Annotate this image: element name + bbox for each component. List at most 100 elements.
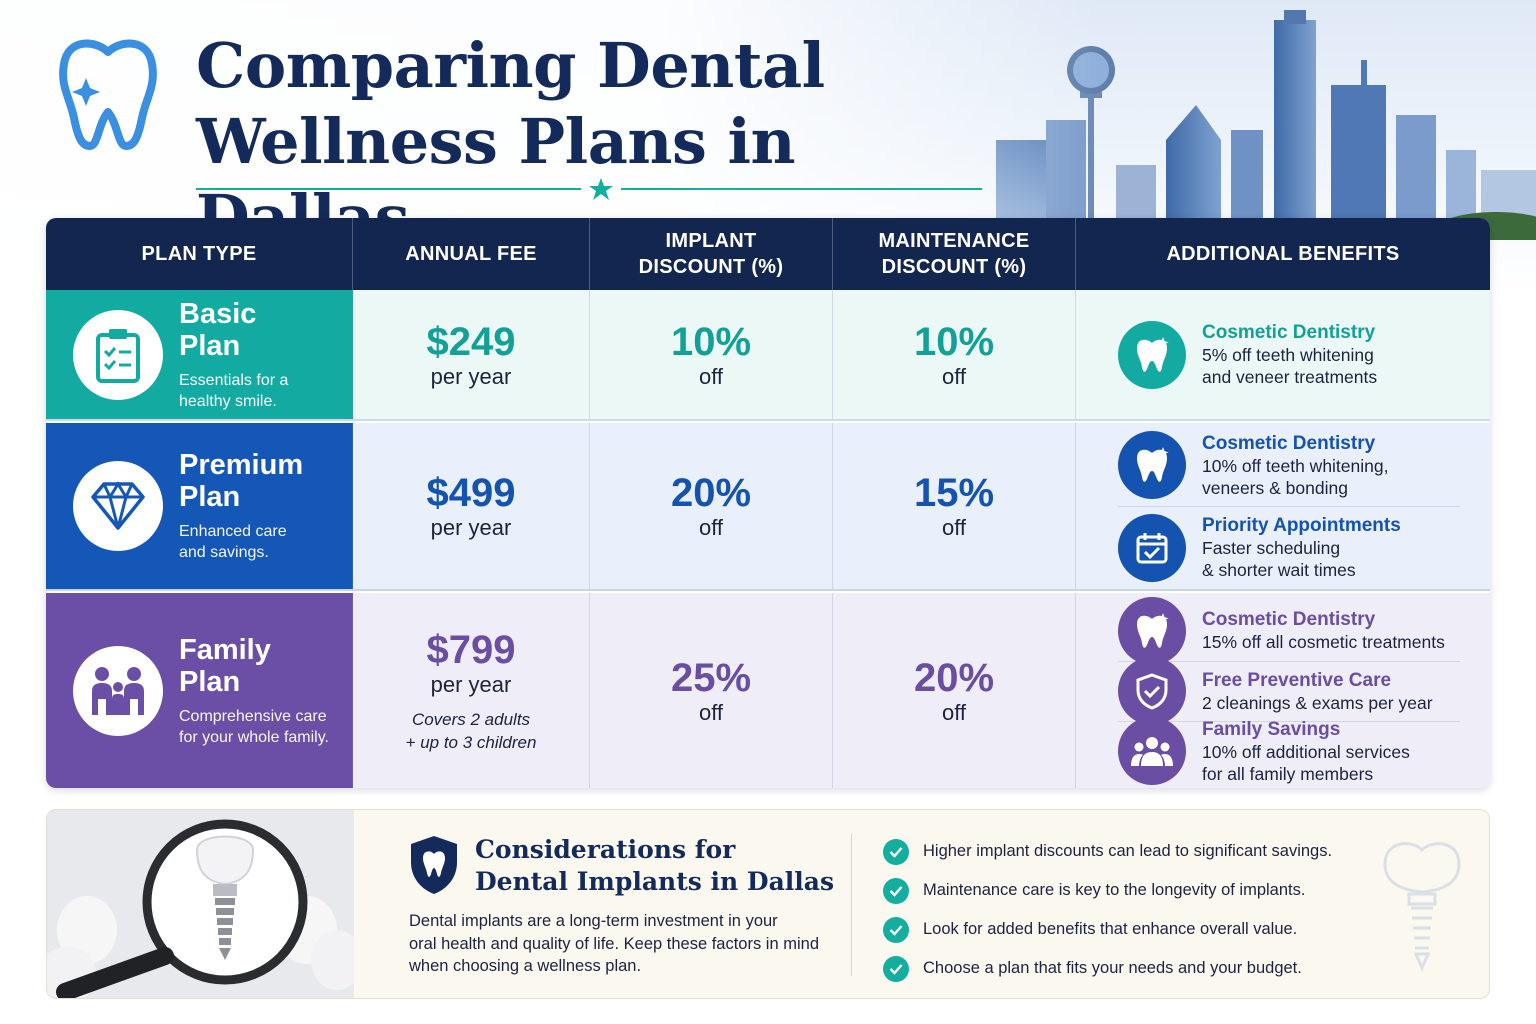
title-line-2: Wellness Plans in Dallas xyxy=(196,105,796,254)
shield-check-icon xyxy=(1118,657,1186,725)
implant-premium: 20% xyxy=(670,471,752,515)
family-icon xyxy=(73,645,163,736)
diamond-icon xyxy=(73,461,163,551)
check-icon xyxy=(883,877,909,904)
coverage-note-family: Covers 2 adults + up to 3 children xyxy=(405,709,537,752)
maintenance-cell-basic: 10% off xyxy=(833,290,1076,419)
benefits-cell-premium: Cosmetic Dentistry 10% off teeth whiteni… xyxy=(1076,423,1490,589)
table-header: PLAN TYPE ANNUAL FEE IMPLANT DISCOUNT (%)… xyxy=(46,218,1490,290)
plan-cell-basic: Basic Plan Essentials for a healthy smile. xyxy=(46,290,353,419)
header-implant-line-1: IMPLANT xyxy=(665,230,757,252)
group-icon xyxy=(1118,717,1186,785)
check-icon xyxy=(883,916,909,943)
implant-unit-premium: off xyxy=(698,515,724,540)
implant-family: 25% xyxy=(670,655,752,700)
plan-cell-premium: Premium Plan Enhanced care and savings. xyxy=(46,423,353,589)
plan-name-basic: Basic Plan xyxy=(179,297,257,362)
plan-name-family: Family Plan xyxy=(179,633,271,698)
header-implant-line-2: DISCOUNT (%) xyxy=(638,256,784,278)
fee-unit-premium: per year xyxy=(430,515,512,540)
fee-premium: $499 xyxy=(426,471,516,515)
checklist-text: Look for added benefits that enhance ove… xyxy=(923,920,1298,938)
fee-cell-family: $799 per year Covers 2 adults + up to 3 c… xyxy=(353,593,590,788)
benefit-title: Cosmetic Dentistry xyxy=(1202,322,1376,343)
table-row-basic: Basic Plan Essentials for a healthy smile.… xyxy=(46,290,1490,421)
tooth-sparkle-icon xyxy=(1118,596,1186,665)
benefit-title: Priority Appointments xyxy=(1202,515,1401,536)
page-title: Comparing Dental Wellness Plans in Dalla… xyxy=(196,28,1016,256)
header-maintenance-discount: MAINTENANCE DISCOUNT (%) xyxy=(833,218,1076,290)
fee-unit-basic: per year xyxy=(430,363,512,389)
fee-family: $799 xyxy=(426,627,516,672)
plan-comparison-table: PLAN TYPE ANNUAL FEE IMPLANT DISCOUNT (%)… xyxy=(46,218,1490,788)
benefit-title: Cosmetic Dentistry xyxy=(1202,432,1376,454)
header-implant-discount: IMPLANT DISCOUNT (%) xyxy=(590,218,833,290)
benefit-item: Priority Appointments Faster scheduling &… xyxy=(1118,506,1460,588)
magnifier-implant-illustration xyxy=(47,810,354,998)
considerations-title: Considerations for Dental Implants in Da… xyxy=(475,834,835,898)
header-annual-fee: ANNUAL FEE xyxy=(353,218,590,290)
header-maint-line-2: DISCOUNT (%) xyxy=(881,256,1027,278)
checklist-item: Maintenance care is key to the longevity… xyxy=(883,871,1403,910)
calendar-check-icon xyxy=(1118,513,1186,582)
clipboard-checklist-icon xyxy=(73,309,163,400)
fee-unit-family: per year xyxy=(430,671,512,697)
implant-cell-premium: 20% off xyxy=(590,423,833,589)
considerations-title-line-1: Considerations for xyxy=(475,835,736,864)
title-line-1: Comparing Dental xyxy=(196,29,825,102)
benefit-desc: Faster scheduling & shorter wait times xyxy=(1202,538,1356,580)
benefit-item: Cosmetic Dentistry 5% off teeth whitenin… xyxy=(1118,320,1460,389)
maintenance-unit-basic: off xyxy=(941,363,967,389)
table-row-premium: Premium Plan Enhanced care and savings. $4… xyxy=(46,423,1490,591)
check-icon xyxy=(883,955,909,982)
checklist-item: Choose a plan that fits your needs and y… xyxy=(883,949,1403,988)
maintenance-premium: 15% xyxy=(913,471,995,515)
header-plan-type: PLAN TYPE xyxy=(46,218,353,290)
benefit-item: Cosmetic Dentistry 10% off teeth whiteni… xyxy=(1118,424,1460,506)
benefits-cell-family: Cosmetic Dentistry 15% off all cosmetic … xyxy=(1076,593,1490,788)
maintenance-cell-premium: 15% off xyxy=(833,423,1076,589)
considerations-text-line: Dental implants are a long-term investme… xyxy=(409,912,778,930)
benefits-cell-basic: Cosmetic Dentistry 5% off teeth whitenin… xyxy=(1076,290,1490,419)
implant-cell-basic: 10% off xyxy=(590,290,833,419)
checklist-text: Choose a plan that fits your needs and y… xyxy=(923,959,1302,977)
considerations-checklist: Higher implant discounts can lead to sig… xyxy=(883,832,1403,988)
fee-cell-premium: $499 per year xyxy=(353,423,590,589)
benefit-title: Cosmetic Dentistry xyxy=(1202,609,1376,630)
implant-basic: 10% xyxy=(670,319,752,364)
benefit-desc: 15% off all cosmetic treatments xyxy=(1202,632,1445,652)
fee-cell-basic: $249 per year xyxy=(353,290,590,419)
checklist-text: Maintenance care is key to the longevity… xyxy=(923,881,1306,899)
maintenance-unit-premium: off xyxy=(941,515,967,540)
title-divider-star-icon xyxy=(196,178,982,200)
maintenance-unit-family: off xyxy=(941,699,967,725)
tooth-sparkle-icon xyxy=(1118,320,1186,389)
benefit-title: Free Preventive Care xyxy=(1202,669,1392,691)
fee-basic: $249 xyxy=(426,319,516,364)
maintenance-basic: 10% xyxy=(913,319,995,364)
benefit-desc: 10% off additional services for all famil… xyxy=(1202,741,1410,784)
plan-desc-premium: Enhanced care and savings. xyxy=(179,523,287,561)
implant-unit-family: off xyxy=(698,699,724,725)
shield-tooth-icon xyxy=(411,836,457,894)
benefit-desc: 2 cleanings & exams per year xyxy=(1202,692,1433,713)
check-icon xyxy=(883,838,909,865)
benefit-desc: 5% off teeth whitening and veneer treatme… xyxy=(1202,345,1378,387)
plan-name-premium: Premium Plan xyxy=(179,449,304,513)
plan-cell-family: Family Plan Comprehensive care for your wh… xyxy=(46,593,353,788)
header-additional-benefits: ADDITIONAL BENEFITS xyxy=(1166,243,1400,265)
benefit-title: Family Savings xyxy=(1202,718,1341,740)
plan-desc-basic: Essentials for a healthy smile. xyxy=(179,371,289,410)
maintenance-cell-family: 20% off xyxy=(833,593,1076,788)
header-maint-line-1: MAINTENANCE xyxy=(878,230,1030,252)
tooth-sparkle-icon xyxy=(1118,431,1186,499)
plan-desc-family: Comprehensive care for your whole family. xyxy=(179,707,329,746)
benefit-item: Family Savings 10% off additional servic… xyxy=(1118,717,1460,785)
panel-divider xyxy=(851,834,852,976)
benefit-desc: 10% off teeth whitening, veneers & bondin… xyxy=(1202,455,1389,498)
implant-cell-family: 25% off xyxy=(590,593,833,788)
considerations-text: Dental implants are a long-term investme… xyxy=(409,910,839,978)
considerations-text-line: oral health and quality of life. Keep th… xyxy=(409,934,819,953)
considerations-panel: Considerations for Dental Implants in Da… xyxy=(46,809,1490,999)
checklist-item: Look for added benefits that enhance ove… xyxy=(883,910,1403,949)
